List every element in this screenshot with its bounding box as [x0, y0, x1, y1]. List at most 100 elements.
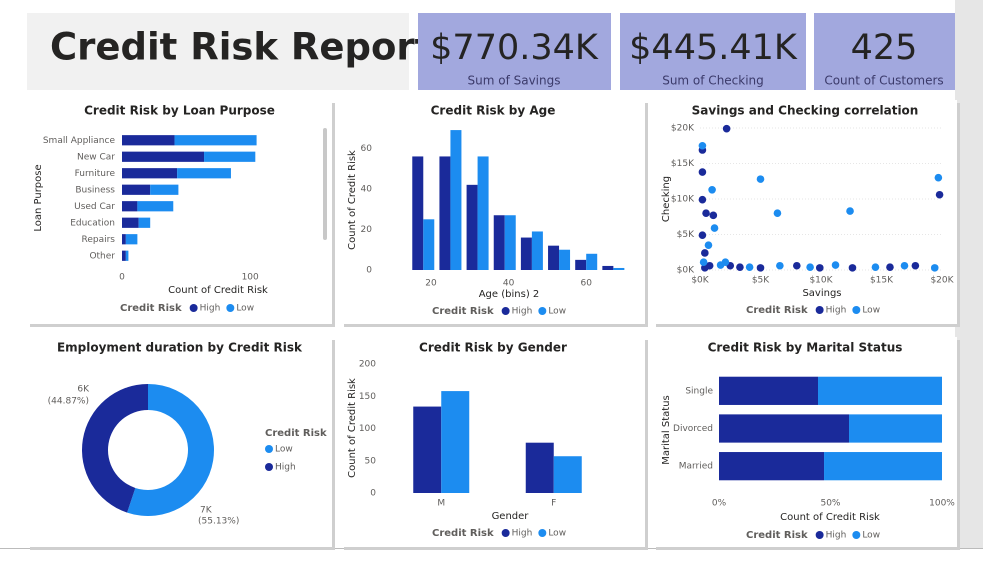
- x-tick-label: 40: [503, 279, 515, 289]
- legend-label: Low: [862, 531, 880, 541]
- x-tick-label: 50%: [820, 499, 840, 509]
- kpi-value: $445.41K: [629, 28, 798, 68]
- slice-percent-label: (44.87%): [48, 397, 89, 407]
- donut-slice: [127, 384, 214, 516]
- point: [793, 261, 801, 270]
- legend-title: Credit Risk: [265, 428, 327, 439]
- bar: [575, 259, 587, 270]
- kpi-card: [814, 13, 955, 90]
- bar: [602, 265, 614, 270]
- point: [698, 195, 707, 204]
- donut-slice: [81, 384, 148, 513]
- legend-swatch: [265, 445, 273, 453]
- y-axis-label: Marital Status: [661, 395, 672, 465]
- bar: [477, 156, 489, 270]
- legend-label: High: [512, 307, 533, 317]
- point: [848, 264, 857, 272]
- y-tick-label: 40: [361, 184, 373, 194]
- point: [871, 263, 880, 271]
- y-tick-label: Small Appliance: [43, 136, 116, 146]
- legend-label: High: [275, 463, 296, 473]
- report-title: Credit Risk Report: [50, 26, 432, 69]
- bar: [504, 215, 516, 270]
- bar-segment: [824, 452, 942, 481]
- bar-segment: [122, 151, 205, 162]
- legend-label: Low: [862, 306, 880, 316]
- legend-label: Low: [548, 529, 566, 539]
- bar: [466, 184, 478, 270]
- kpi-label: Sum of Checking: [662, 74, 764, 88]
- legend-swatch: [189, 304, 198, 312]
- x-tick-label: 60: [580, 279, 592, 289]
- y-tick-label: $5K: [677, 230, 695, 240]
- x-tick-label: 0: [119, 273, 125, 283]
- legend-swatch: [501, 307, 510, 315]
- point: [900, 261, 909, 270]
- bar: [439, 156, 451, 270]
- bar-segment: [125, 234, 138, 245]
- x-axis-label: Count of Credit Risk: [168, 285, 268, 296]
- x-tick-label: M: [437, 499, 445, 509]
- bar: [559, 249, 571, 270]
- legend-swatch: [538, 307, 547, 315]
- point: [698, 141, 707, 150]
- y-tick-label: 50: [365, 456, 377, 466]
- point: [699, 258, 708, 266]
- y-tick-label: 100: [359, 424, 376, 434]
- point: [773, 209, 782, 217]
- point: [722, 124, 731, 133]
- x-tick-label: 100%: [929, 499, 955, 509]
- point: [806, 263, 814, 271]
- bar: [613, 267, 625, 270]
- point: [756, 175, 765, 183]
- legend-swatch: [538, 529, 547, 537]
- kpi-value: $770.34K: [430, 28, 599, 68]
- y-tick-label: 150: [359, 392, 376, 402]
- chart-title: Savings and Checking correlation: [692, 104, 919, 118]
- legend-label: High: [512, 529, 533, 539]
- x-tick-label: 20: [425, 279, 437, 289]
- bar-segment: [122, 168, 178, 179]
- legend-swatch: [852, 531, 861, 539]
- bar-segment: [122, 217, 139, 228]
- legend-swatch: [265, 463, 273, 471]
- bar-segment: [204, 151, 256, 162]
- y-tick-label: Other: [89, 251, 115, 261]
- bar-segment: [137, 201, 174, 212]
- y-tick-label: Furniture: [75, 169, 116, 179]
- bar-segment: [122, 201, 138, 212]
- point: [846, 207, 854, 215]
- point: [702, 209, 710, 217]
- bar-segment: [849, 414, 942, 443]
- x-tick-label: F: [551, 499, 556, 509]
- y-tick-label: $0K: [677, 266, 695, 276]
- y-tick-label: 0: [366, 266, 372, 276]
- y-tick-label: Used Car: [74, 202, 115, 212]
- y-tick-label: Divorced: [673, 424, 713, 434]
- kpi-card: [620, 13, 806, 90]
- y-axis-label: Checking: [661, 176, 672, 222]
- slice-amount-label: 6K: [77, 385, 90, 395]
- title-box: [27, 13, 409, 90]
- point: [709, 211, 718, 220]
- bar: [423, 219, 435, 270]
- chart-title: Credit Risk by Loan Purpose: [84, 104, 275, 118]
- x-tick-label: $10K: [809, 276, 833, 286]
- bar-segment: [138, 217, 151, 228]
- point: [701, 249, 709, 257]
- x-tick-label: 100: [242, 273, 259, 283]
- point: [815, 264, 824, 272]
- card: [341, 100, 645, 324]
- card: [27, 337, 332, 547]
- legend-title: Credit Risk: [432, 528, 494, 539]
- legend-swatch: [815, 306, 824, 314]
- x-tick-label: $20K: [930, 276, 954, 286]
- point: [935, 190, 944, 199]
- x-tick-label: $5K: [752, 276, 770, 286]
- kpi-card: [418, 13, 611, 90]
- point: [698, 231, 707, 240]
- y-tick-label: $15K: [671, 159, 695, 169]
- bar: [493, 215, 505, 270]
- legend-title: Credit Risk: [746, 305, 808, 316]
- bar-segment: [122, 135, 175, 146]
